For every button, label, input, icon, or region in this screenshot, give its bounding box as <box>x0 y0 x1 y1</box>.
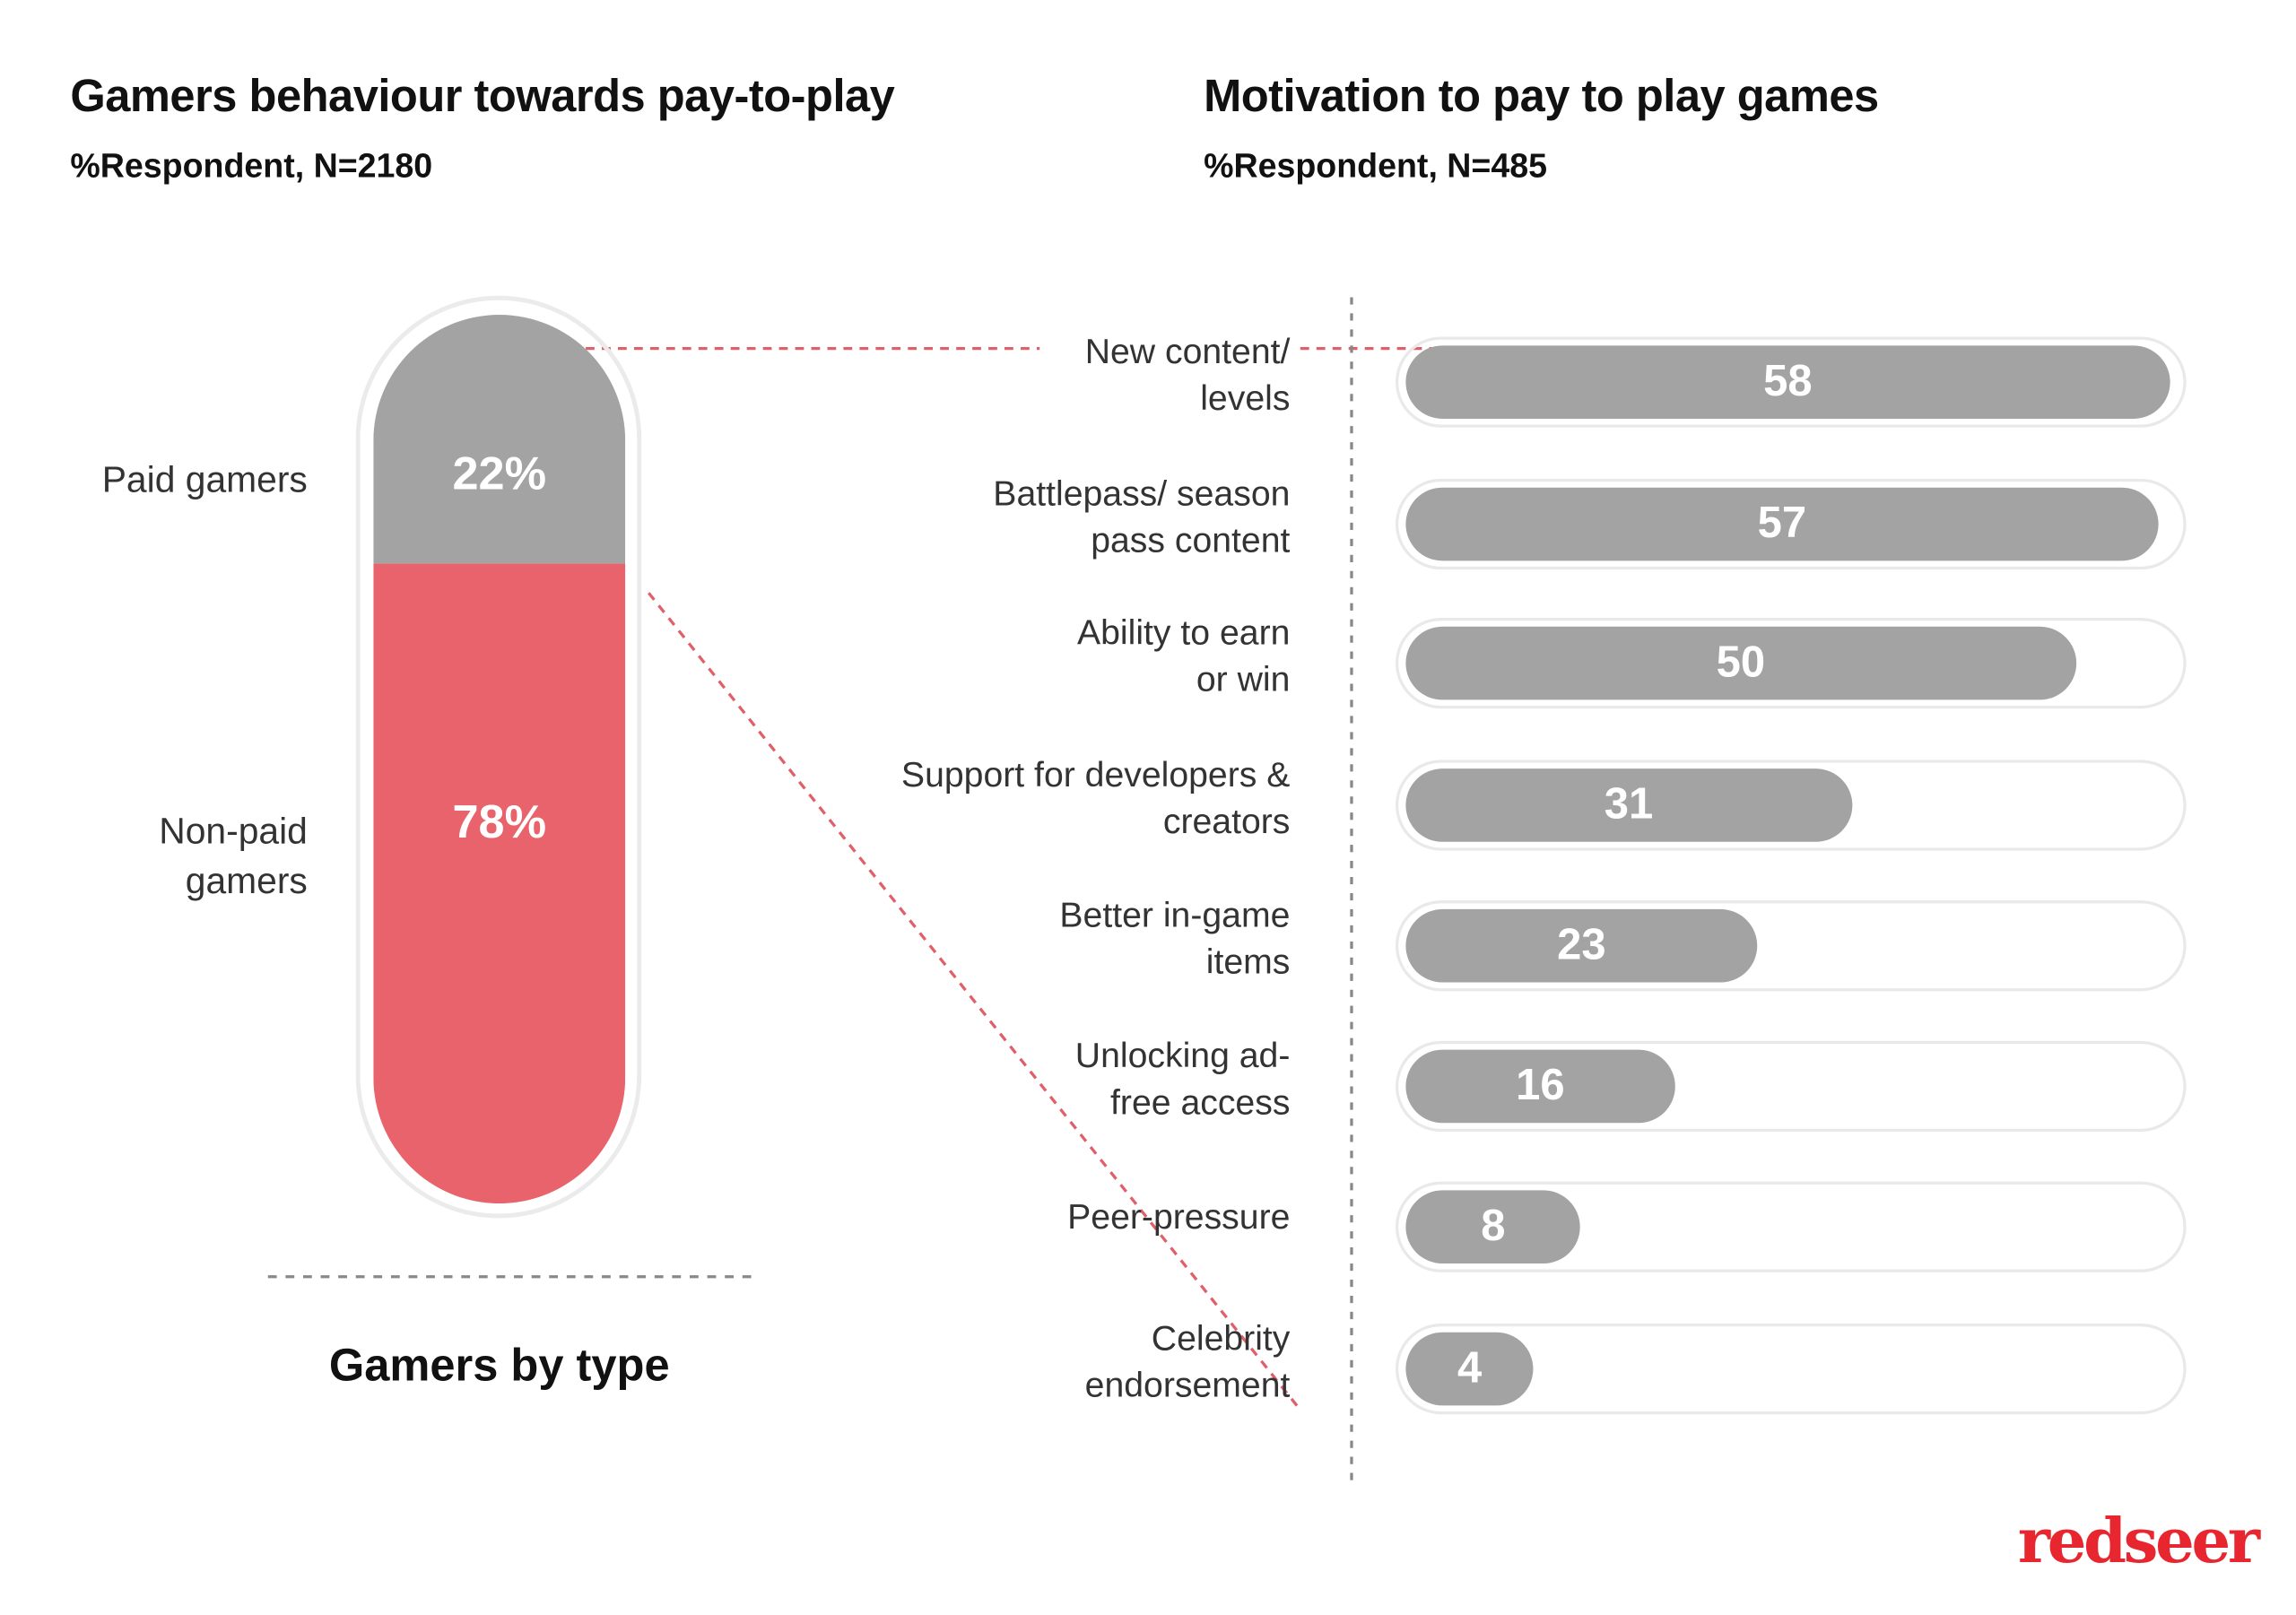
paid-label: Paid gamers <box>101 459 308 501</box>
pill-outline <box>355 295 642 1219</box>
non-paid-value: 78% <box>452 794 547 848</box>
redseer-logo: redseer <box>2017 1505 2260 1577</box>
non-paid-label: Non-paid gamers <box>159 811 308 902</box>
bar-value: 16 <box>1516 1061 1565 1110</box>
category-label: Battlepass/ season pass content <box>993 473 1291 561</box>
bar-fill: 4 <box>1405 1332 1534 1406</box>
bar-fill: 8 <box>1405 1190 1581 1264</box>
bar-value: 50 <box>1716 638 1766 687</box>
bar-value: 58 <box>1763 357 1813 406</box>
paid-value: 22% <box>452 446 547 499</box>
bar-track <box>1395 1040 2187 1133</box>
bar-value: 31 <box>1604 780 1654 829</box>
left-footer: Gamers by type <box>328 1339 670 1392</box>
bar-value: 23 <box>1557 920 1606 969</box>
bar-fill: 31 <box>1405 768 1852 842</box>
bar-track <box>1395 760 2187 851</box>
bar-track <box>1395 617 2187 709</box>
category-label: Better in-game items <box>1059 896 1291 983</box>
bar-fill: 58 <box>1405 345 2170 419</box>
bar-value: 4 <box>1457 1343 1483 1393</box>
category-label: Ability to earn or win <box>1077 613 1291 700</box>
bar-track <box>1395 1181 2187 1272</box>
right-subtitle: %Respondent, N=485 <box>1204 146 1548 185</box>
bar-value: 57 <box>1757 499 1807 548</box>
bar-track <box>1395 478 2187 570</box>
category-label: Peer-pressure <box>1067 1197 1291 1237</box>
right-title: Motivation to pay to play games <box>1204 70 1879 122</box>
stacked-pill <box>373 315 626 1204</box>
bar-track <box>1395 336 2187 428</box>
category-label: Celebrity endorsement <box>1084 1319 1291 1406</box>
segment-non-paid <box>373 563 626 1204</box>
bar-fill: 23 <box>1405 908 1758 983</box>
bar-fill: 57 <box>1405 487 2159 561</box>
left-subtitle: %Respondent, N=2180 <box>70 146 433 185</box>
bar-track <box>1395 900 2187 992</box>
connector-bottom <box>648 592 1302 1411</box>
category-label: New content/ levels <box>1084 332 1291 419</box>
bar-fill: 50 <box>1405 626 2076 700</box>
category-label: Unlocking ad-free access <box>1074 1036 1291 1124</box>
bar-track <box>1395 1323 2187 1415</box>
left-title: Gamers behaviour towards pay-to-play <box>70 70 895 122</box>
category-label: Support for developers & creators <box>900 755 1291 842</box>
segment-paid <box>373 315 626 564</box>
bar-fill: 16 <box>1405 1049 1675 1124</box>
bar-value: 8 <box>1481 1202 1506 1251</box>
